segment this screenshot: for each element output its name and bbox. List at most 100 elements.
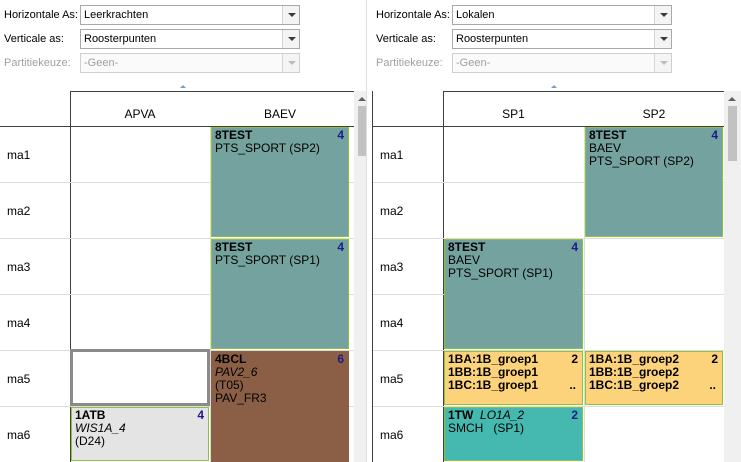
horizontal-axis-label: Horizontale As: bbox=[4, 9, 78, 21]
lesson-count: 6 bbox=[337, 352, 344, 366]
vertical-scrollbar[interactable] bbox=[354, 91, 366, 462]
column-header-sp1[interactable]: SP1 bbox=[502, 107, 525, 121]
lesson-room: LO1A_2 bbox=[480, 408, 525, 422]
lesson-block[interactable]: 8TEST 4 PTS_SPORT (SP2) bbox=[211, 127, 349, 237]
chevron-down-icon[interactable] bbox=[282, 30, 299, 48]
row-header[interactable]: ma1 bbox=[380, 148, 404, 162]
column-header-sp2[interactable]: SP2 bbox=[642, 107, 666, 121]
vertical-axis-label: Verticale as: bbox=[4, 33, 64, 45]
row-line bbox=[0, 238, 354, 239]
row-line bbox=[0, 182, 354, 183]
partition-label: Partitiekeuze: bbox=[376, 57, 443, 69]
horizontal-axis-value: Leerkrachten bbox=[84, 9, 149, 21]
lesson-room: PAV2_6 bbox=[215, 365, 258, 379]
row-header[interactable]: ma1 bbox=[7, 148, 31, 162]
grid-top-border bbox=[443, 91, 724, 92]
lesson-detail: PTS_SPORT (SP2) bbox=[589, 154, 694, 168]
row-line bbox=[373, 350, 724, 351]
row-line bbox=[0, 294, 354, 295]
lesson-code: 8TEST bbox=[589, 128, 627, 142]
lesson-code: 8TEST bbox=[215, 240, 253, 254]
partition-select: -Geen- bbox=[80, 53, 300, 73]
lesson-count: 2 bbox=[571, 408, 578, 422]
header-divider bbox=[373, 126, 724, 127]
lesson-detail: PAV_FR3 bbox=[215, 391, 267, 405]
lesson-count: 4 bbox=[197, 408, 204, 422]
lesson-detail: PTS_SPORT (SP1) bbox=[215, 253, 320, 267]
horizontal-axis-value: Lokalen bbox=[456, 9, 495, 21]
lesson-detail: PTS_SPORT (SP2) bbox=[215, 141, 320, 155]
grid-left-border bbox=[443, 91, 444, 462]
grid-left-border bbox=[70, 91, 71, 462]
lesson-block[interactable]: 4BCL 6 PAV2_6 (T05) PAV_FR3 bbox=[211, 351, 349, 462]
lesson-block-group1[interactable]: 2 1BA:1B_groep1 1BB:1B_groep1 1BC:1B_gro… bbox=[444, 351, 583, 405]
scrollbar-thumb[interactable] bbox=[358, 106, 366, 156]
right-schedule-panel: Horizontale As: Lokalen Verticale as: Ro… bbox=[372, 0, 741, 462]
lesson-teacher: BAEV bbox=[589, 141, 622, 155]
lesson-detail: (D24) bbox=[75, 434, 106, 448]
panel-divider bbox=[366, 0, 367, 462]
row-header[interactable]: ma5 bbox=[7, 372, 31, 386]
chevron-down-icon[interactable] bbox=[282, 6, 299, 24]
lesson-block[interactable]: 8TEST 4 BAEV PTS_SPORT (SP2) bbox=[585, 127, 723, 237]
lesson-code: 1ATB bbox=[75, 408, 106, 422]
lesson-block[interactable]: 1ATB 4 WIS1A_4 (D24) bbox=[71, 407, 209, 461]
lesson-detail: PTS_SPORT (SP1) bbox=[448, 266, 553, 280]
lesson-teacher: BAEV bbox=[448, 253, 481, 267]
row-header[interactable]: ma4 bbox=[380, 316, 404, 330]
column-header-apva[interactable]: APVA bbox=[124, 107, 156, 121]
row-line bbox=[0, 406, 354, 407]
lesson-count: 4 bbox=[337, 240, 344, 254]
lesson-block[interactable]: 8TEST 4 PTS_SPORT (SP1) bbox=[211, 239, 349, 349]
lesson-group: 1BA:1B_groep2 bbox=[589, 352, 680, 366]
collapse-arrow-icon[interactable] bbox=[551, 85, 557, 88]
lesson-block[interactable]: 8TEST 4 BAEV PTS_SPORT (SP1) bbox=[444, 239, 583, 349]
lesson-block-group2[interactable]: 2 1BA:1B_groep2 1BB:1B_groep2 1BC:1B_gro… bbox=[585, 351, 723, 405]
vertical-axis-value: Roosterpunten bbox=[84, 33, 157, 45]
partition-value: -Geen- bbox=[84, 57, 119, 69]
collapse-arrow-icon[interactable] bbox=[180, 85, 186, 88]
lesson-code: 8TEST bbox=[215, 128, 253, 142]
lesson-count: 4 bbox=[711, 128, 718, 142]
vertical-axis-value: Roosterpunten bbox=[456, 33, 529, 45]
horizontal-axis-select[interactable]: Leerkrachten bbox=[80, 5, 300, 25]
scrollbar-thumb[interactable] bbox=[728, 106, 737, 161]
more-indicator: .. bbox=[569, 378, 576, 392]
more-indicator: .. bbox=[709, 378, 716, 392]
row-header[interactable]: ma4 bbox=[7, 316, 31, 330]
chevron-down-icon bbox=[654, 54, 671, 72]
lesson-count: 2 bbox=[711, 352, 718, 366]
row-header[interactable]: ma6 bbox=[7, 428, 31, 442]
scroll-up-icon[interactable] bbox=[728, 97, 736, 101]
partition-label: Partitiekeuze: bbox=[4, 57, 71, 69]
row-header[interactable]: ma6 bbox=[380, 428, 404, 442]
vertical-scrollbar[interactable] bbox=[724, 91, 741, 462]
vertical-axis-select[interactable]: Roosterpunten bbox=[452, 29, 672, 49]
row-header[interactable]: ma2 bbox=[380, 204, 404, 218]
row-header[interactable]: ma5 bbox=[380, 372, 404, 386]
column-header-baev[interactable]: BAEV bbox=[263, 107, 296, 121]
chevron-down-icon[interactable] bbox=[654, 30, 671, 48]
row-header[interactable]: ma3 bbox=[7, 260, 31, 274]
lesson-group: 1BC:1B_groep2 bbox=[589, 378, 680, 392]
horizontal-axis-select[interactable]: Lokalen bbox=[452, 5, 672, 25]
lesson-block[interactable]: 1TW LO1A_2 2 SMCH (SP1) bbox=[444, 407, 583, 461]
partition-value: -Geen- bbox=[456, 57, 491, 69]
scroll-up-icon[interactable] bbox=[358, 97, 366, 101]
selected-cell[interactable] bbox=[70, 349, 210, 406]
row-line bbox=[373, 182, 724, 183]
horizontal-axis-label: Horizontale As: bbox=[376, 9, 450, 21]
lesson-code: 1TW bbox=[448, 408, 474, 422]
row-header[interactable]: ma3 bbox=[380, 260, 404, 274]
lesson-code: 8TEST bbox=[448, 240, 486, 254]
vertical-axis-select[interactable]: Roosterpunten bbox=[80, 29, 300, 49]
lesson-count: 4 bbox=[571, 240, 578, 254]
lesson-detail: SMCH (SP1) bbox=[448, 421, 525, 435]
lesson-detail: (T05) bbox=[215, 378, 244, 392]
lesson-group: 1BC:1B_groep1 bbox=[448, 378, 539, 392]
left-schedule-panel: Horizontale As: Leerkrachten Verticale a… bbox=[0, 0, 366, 462]
row-header[interactable]: ma2 bbox=[7, 204, 31, 218]
chevron-down-icon[interactable] bbox=[654, 6, 671, 24]
lesson-group: 1BB:1B_groep2 bbox=[589, 365, 680, 379]
vertical-axis-label: Verticale as: bbox=[376, 33, 436, 45]
